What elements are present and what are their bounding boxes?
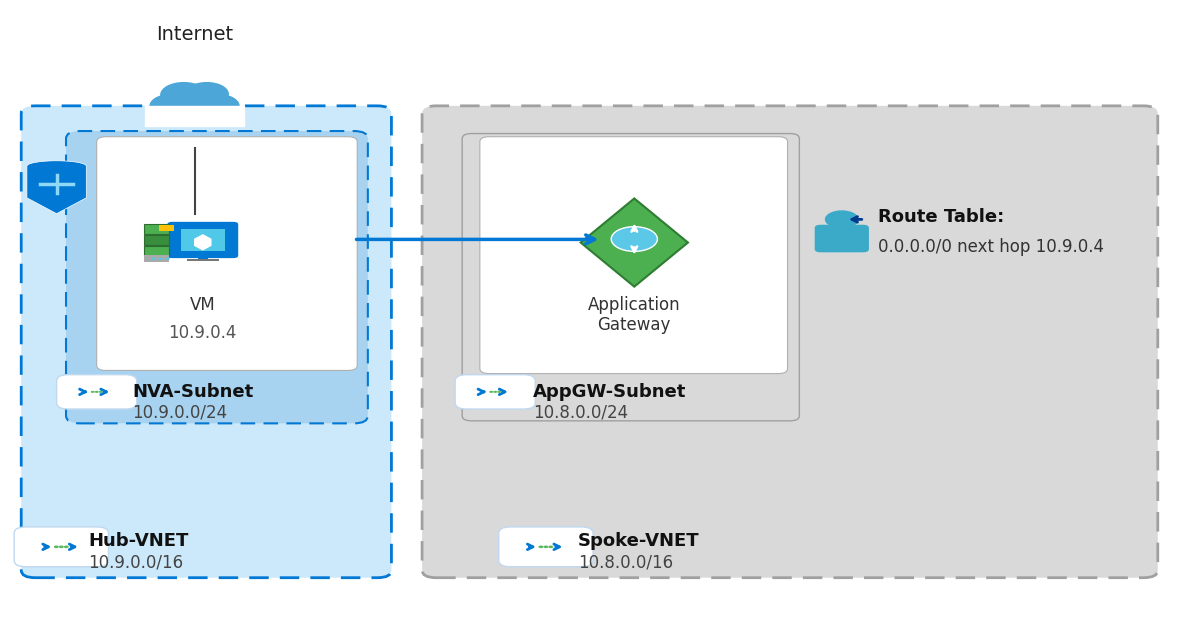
Text: 10.9.0.0/24: 10.9.0.0/24: [132, 404, 228, 421]
Circle shape: [59, 546, 64, 548]
Bar: [180, 229, 225, 251]
Circle shape: [99, 391, 103, 393]
Circle shape: [64, 546, 68, 548]
Circle shape: [196, 94, 239, 117]
Text: 10.8.0.0/16: 10.8.0.0/16: [578, 554, 673, 571]
FancyBboxPatch shape: [66, 131, 368, 423]
Circle shape: [185, 83, 229, 106]
FancyBboxPatch shape: [815, 225, 869, 252]
FancyBboxPatch shape: [167, 222, 238, 258]
Text: VM: VM: [190, 296, 216, 314]
Circle shape: [539, 546, 544, 548]
FancyBboxPatch shape: [97, 137, 357, 370]
Circle shape: [151, 258, 156, 260]
Bar: [159, 225, 173, 231]
Text: Application
Gateway: Application Gateway: [588, 295, 680, 335]
Polygon shape: [580, 198, 689, 287]
Text: Spoke-VNET: Spoke-VNET: [578, 532, 699, 549]
Circle shape: [54, 546, 59, 548]
Polygon shape: [195, 234, 211, 251]
Text: Internet: Internet: [156, 25, 233, 44]
Text: Route Table:: Route Table:: [878, 209, 1005, 226]
Circle shape: [91, 391, 94, 393]
Circle shape: [150, 94, 193, 117]
Bar: [144, 246, 169, 256]
Circle shape: [158, 258, 163, 260]
Text: 0.0.0.0/0 next hop 10.9.0.4: 0.0.0.0/0 next hop 10.9.0.4: [878, 238, 1105, 256]
Circle shape: [165, 85, 224, 116]
Bar: [144, 255, 169, 262]
Circle shape: [493, 391, 498, 393]
Circle shape: [165, 258, 170, 260]
Bar: [186, 259, 219, 261]
FancyBboxPatch shape: [422, 106, 1158, 578]
Circle shape: [94, 391, 99, 393]
Polygon shape: [27, 161, 86, 214]
Text: 10.9.0.4: 10.9.0.4: [169, 324, 237, 342]
Circle shape: [611, 227, 658, 251]
Bar: [144, 224, 169, 234]
Bar: [198, 255, 208, 260]
FancyBboxPatch shape: [14, 527, 108, 567]
Text: Hub-VNET: Hub-VNET: [88, 532, 189, 549]
FancyBboxPatch shape: [21, 106, 391, 578]
Text: 10.8.0.0/24: 10.8.0.0/24: [533, 404, 628, 421]
Text: 10.9.0.0/16: 10.9.0.0/16: [88, 554, 184, 571]
Text: AppGW-Subnet: AppGW-Subnet: [533, 383, 686, 401]
Circle shape: [160, 83, 206, 107]
FancyBboxPatch shape: [455, 375, 535, 409]
FancyBboxPatch shape: [480, 137, 788, 374]
Circle shape: [489, 391, 493, 393]
Circle shape: [825, 210, 858, 229]
Circle shape: [498, 391, 501, 393]
Bar: [144, 235, 169, 244]
FancyBboxPatch shape: [462, 134, 799, 421]
Circle shape: [548, 546, 553, 548]
Circle shape: [544, 546, 548, 548]
Text: NVA-Subnet: NVA-Subnet: [132, 383, 253, 401]
FancyBboxPatch shape: [57, 375, 137, 409]
Bar: [145, 106, 244, 127]
FancyBboxPatch shape: [499, 527, 593, 567]
